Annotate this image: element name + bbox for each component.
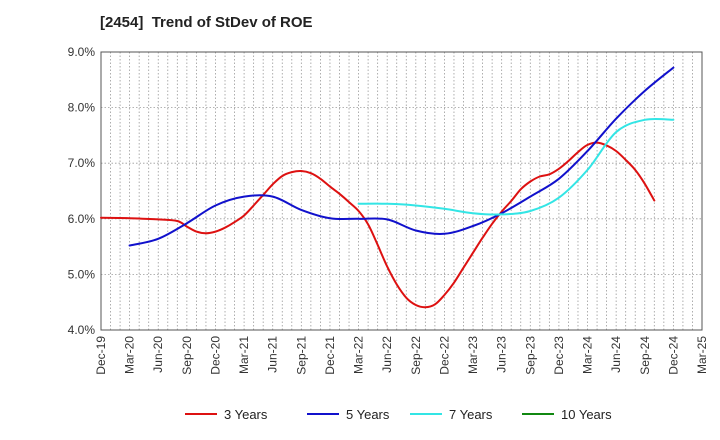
x-tick-label: Dec-24 [666,336,680,375]
chart-title: [2454] Trend of StDev of ROE [100,14,313,31]
y-tick-label: 5.0% [68,267,96,281]
x-tick-label: Sep-21 [294,336,308,375]
series-line-7-years [357,117,675,216]
y-tick-label: 8.0% [68,101,96,115]
legend-label: 3 Years [224,407,268,422]
x-tick-label: Jun-23 [495,336,509,373]
series-lines [100,66,675,309]
x-tick-label: Dec-20 [208,336,222,375]
legend-label: 10 Years [561,407,612,422]
series-line-3-years [100,141,656,309]
x-tick-label: Mar-21 [237,336,251,374]
x-tick-label: Jun-24 [609,336,623,373]
x-tick-label: Jun-22 [380,336,394,373]
series-line-5-years [128,66,675,247]
legend-label: 5 Years [346,407,390,422]
x-tick-label: Jun-20 [151,336,165,373]
x-tick-label: Dec-21 [323,336,337,375]
plot-frame [100,51,703,331]
x-tick-label: Sep-24 [638,336,652,375]
x-tick-label: Jun-21 [266,336,280,373]
y-tick-label: 9.0% [68,45,96,59]
y-axis-ticks: 4.0% 5.0% 6.0% 7.0% 8.0% 9.0% [68,45,96,337]
x-tick-label: Dec-23 [552,336,566,375]
grid-lines [101,51,702,331]
x-tick-label: Mar-24 [581,336,595,374]
x-tick-label: Dec-22 [437,336,451,375]
x-tick-label: Sep-22 [409,336,423,375]
x-tick-label: Sep-20 [180,336,194,375]
x-tick-label: Mar-25 [695,336,709,374]
y-tick-label: 4.0% [68,323,96,337]
x-tick-label: Mar-22 [352,336,366,374]
y-tick-label: 7.0% [68,156,96,170]
x-axis-ticks: Dec-19 Mar-20 Jun-20 Sep-20 Dec-20 Mar-21 Jun-… [94,336,709,375]
x-tick-label: Mar-20 [123,336,137,374]
x-tick-label: Sep-23 [523,336,537,375]
legend: 3 Years 5 Years 7 Years 10 Years [185,407,612,422]
y-tick-label: 6.0% [68,212,96,226]
x-tick-label: Dec-19 [94,336,108,375]
x-tick-label: Mar-23 [466,336,480,374]
legend-label: 7 Years [449,407,493,422]
